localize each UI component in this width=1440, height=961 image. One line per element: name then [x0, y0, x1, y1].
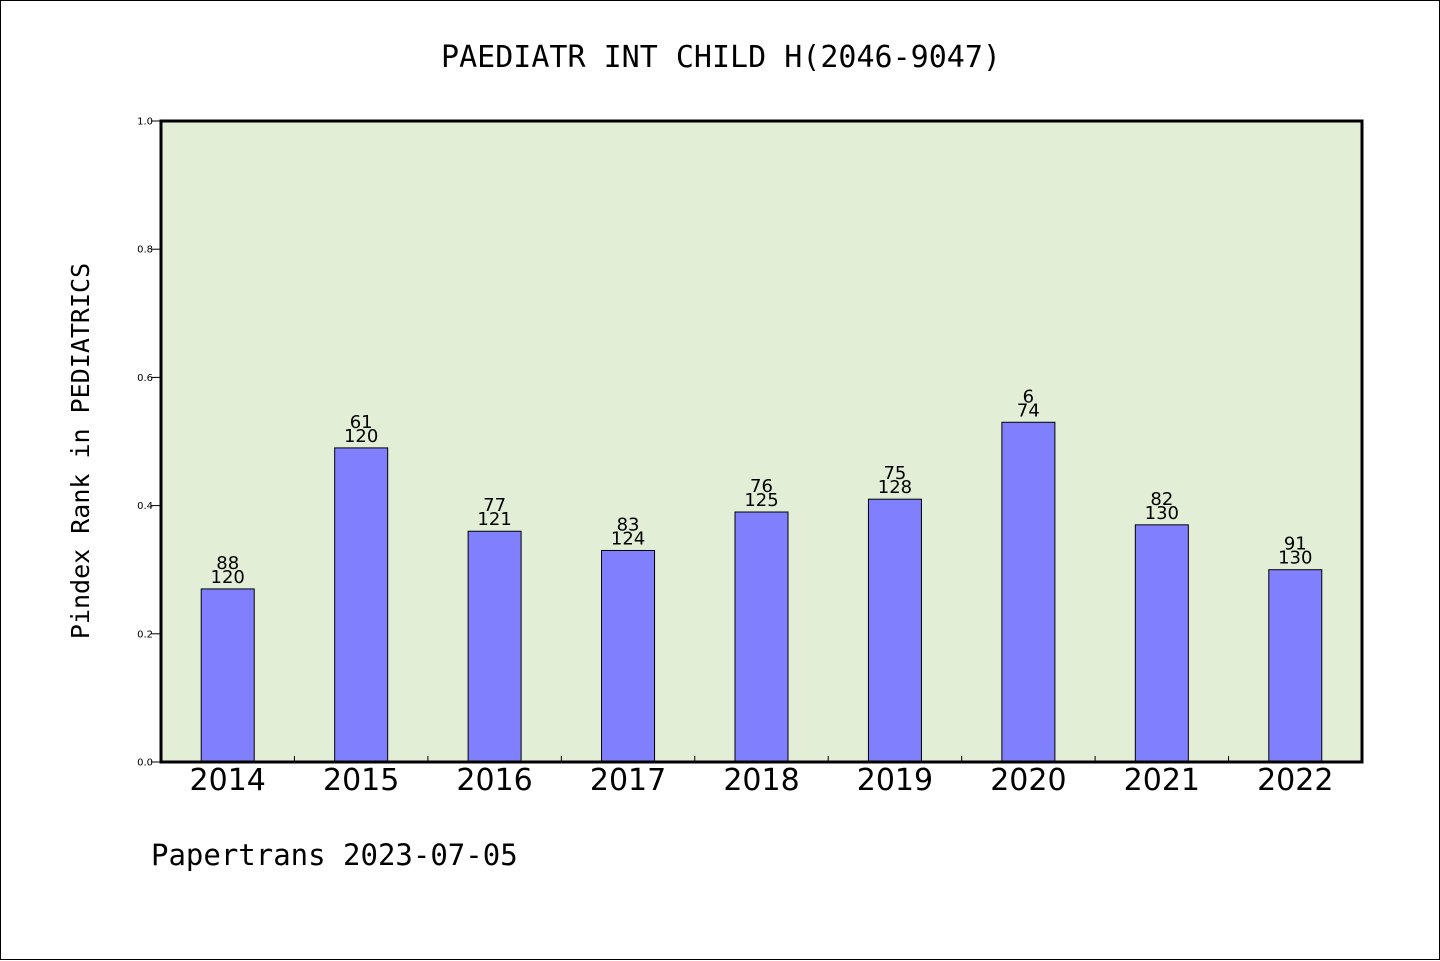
y-axis-ticks: 0.0 0.2 0.4 0.6 0.8 1.0 [137, 117, 161, 769]
bars-layer [200, 421, 1323, 763]
x-tick-label: 2022 [1257, 763, 1333, 798]
bar-2020 [1001, 421, 1056, 763]
bar-2018 [734, 511, 789, 763]
data-label-top: 82 [1150, 489, 1173, 510]
data-label-bottom: 121 [477, 509, 511, 530]
data-label-top: 77 [483, 495, 506, 516]
data-label-top: 6 [1023, 386, 1034, 407]
bar-2021 [1134, 524, 1189, 763]
data-label-top: 75 [883, 463, 906, 484]
x-tick-label: 2015 [323, 763, 399, 798]
data-label-top: 91 [1284, 534, 1307, 555]
y-tick-label: 0.2 [137, 629, 153, 640]
y-tick-label: 0.6 [137, 373, 153, 384]
x-tick-label: 2017 [590, 763, 666, 798]
data-label-bottom: 74 [1017, 400, 1040, 421]
chart-title: PAEDIATR INT CHILD H(2046-9047) [441, 40, 1001, 75]
bar-2014 [200, 588, 255, 763]
x-tick-label: 2020 [990, 763, 1066, 798]
data-label-bottom: 130 [1278, 548, 1312, 569]
bar-2016 [467, 530, 522, 763]
x-axis-ticks: 2014 2015 2016 2017 2018 2019 2020 2021 2022 [190, 756, 1333, 798]
plot-border [159, 119, 1364, 764]
data-label-top: 88 [216, 553, 239, 574]
y-tick-label: 0.4 [137, 501, 153, 512]
data-label-bottom: 125 [744, 490, 778, 511]
bar-2022 [1268, 569, 1323, 763]
y-tick-label: 1.0 [137, 117, 153, 128]
x-tick-label: 2021 [1124, 763, 1200, 798]
y-axis-label: Pindex Rank in PEDIATRICS [66, 263, 95, 639]
bar-2015 [334, 447, 389, 763]
y-tick-label: 0.8 [137, 245, 153, 256]
bar-2019 [867, 498, 922, 763]
x-tick-label: 2018 [723, 763, 799, 798]
bar-2017 [601, 549, 656, 763]
data-label-bottom: 128 [878, 477, 912, 498]
data-label-top: 83 [617, 514, 640, 535]
data-label-bottom: 124 [611, 528, 645, 549]
data-label-top: 61 [350, 412, 373, 433]
data-label-bottom: 120 [211, 567, 245, 588]
x-tick-label: 2019 [857, 763, 933, 798]
data-label-top: 76 [750, 476, 773, 497]
y-tick-label: 0.0 [137, 758, 153, 769]
footer-text: Papertrans 2023-07-05 [151, 838, 518, 872]
data-label-bottom: 120 [344, 426, 378, 447]
data-label-bottom: 130 [1145, 503, 1179, 524]
x-tick-label: 2014 [190, 763, 266, 798]
x-tick-label: 2016 [456, 763, 532, 798]
